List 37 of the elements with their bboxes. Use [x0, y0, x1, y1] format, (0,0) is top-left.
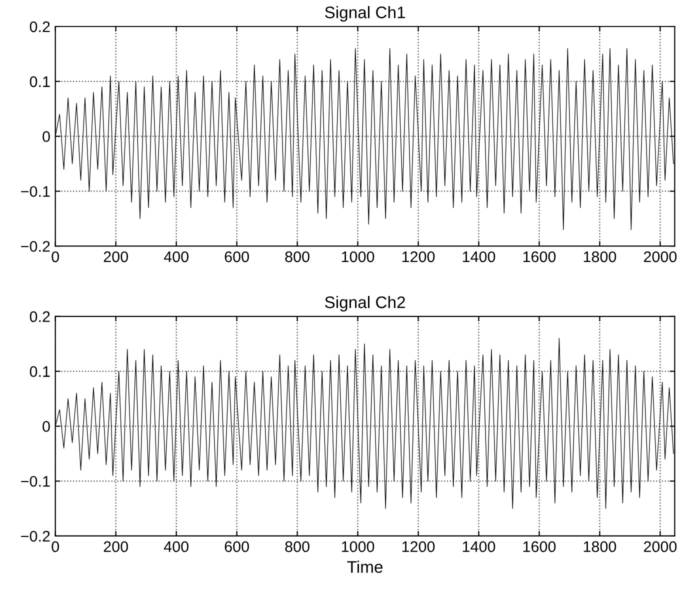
chart-title: Signal Ch2: [325, 296, 405, 312]
x-tick-label: 200: [104, 251, 128, 262]
x-tick-label: 0: [52, 541, 60, 552]
x-tick-label: 400: [164, 541, 188, 552]
y-tick-label: 0.1: [30, 76, 50, 88]
x-axis-title: Time: [347, 560, 382, 573]
line-series: [55, 48, 674, 230]
x-tick-label: 0: [52, 251, 60, 262]
y-tick-label: −0.2: [21, 530, 50, 542]
y-tick-label: 0: [42, 131, 50, 142]
x-tick-label: 2000: [644, 541, 677, 552]
x-tick-label: 1400: [462, 541, 496, 552]
line-series: [55, 338, 674, 509]
y-tick-label: 0: [42, 421, 50, 432]
x-tick-label: 1000: [342, 541, 374, 552]
x-tick-label: 1800: [584, 541, 616, 552]
chart-title: Signal Ch1: [325, 6, 405, 22]
x-tick-label: 600: [224, 251, 249, 262]
x-tick-label: 800: [285, 251, 310, 262]
x-tick-label: 800: [285, 541, 310, 552]
x-tick-label: 1400: [462, 251, 496, 262]
y-tick-label: 0.1: [30, 366, 50, 377]
x-tick-label: 1600: [523, 251, 556, 262]
y-tick-label: −0.1: [21, 186, 50, 197]
x-tick-label: 1000: [342, 251, 374, 262]
x-tick-label: 1800: [584, 251, 616, 262]
y-tick-label: 0.2: [30, 21, 50, 32]
x-tick-label: 1200: [402, 251, 435, 262]
x-tick-label: 400: [164, 251, 188, 262]
x-tick-label: 1600: [523, 541, 556, 552]
x-tick-label: 1200: [402, 541, 435, 552]
x-tick-label: 2000: [644, 251, 677, 262]
x-tick-label: 200: [104, 541, 128, 552]
x-tick-label: 600: [224, 541, 249, 552]
y-tick-label: 0.2: [30, 311, 50, 322]
y-tick-label: −0.1: [21, 476, 50, 487]
y-tick-label: −0.2: [21, 240, 50, 252]
